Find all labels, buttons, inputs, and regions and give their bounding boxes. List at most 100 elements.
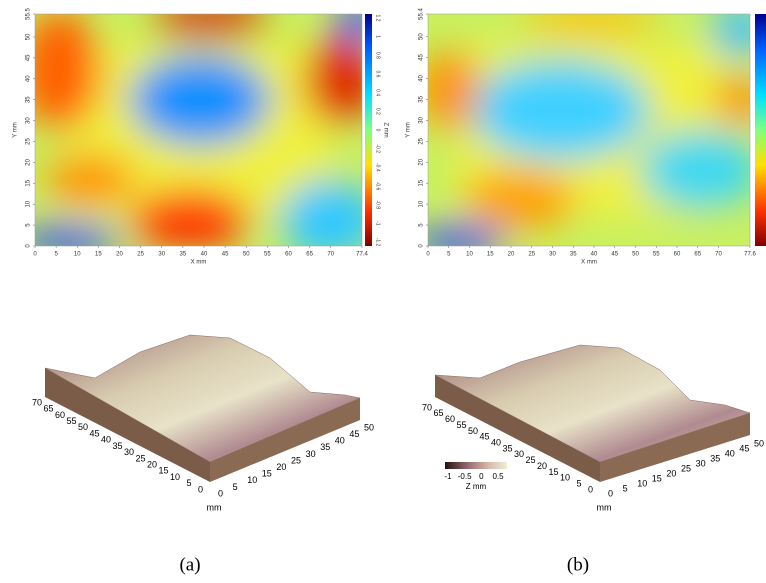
y-tick-label: 15 xyxy=(419,179,425,186)
field-blob xyxy=(130,190,250,246)
surface-side xyxy=(45,368,210,482)
surface-side xyxy=(435,375,600,482)
surface-tick-label: 45 xyxy=(479,432,489,442)
y-tick-label: 25 xyxy=(26,138,32,145)
surface-tick-label: 20 xyxy=(276,462,286,472)
surface-tick-label: 0 xyxy=(608,488,613,498)
y-axis-label: Y mm xyxy=(13,122,19,138)
colorbar-tick-label: 0.2 xyxy=(375,108,381,115)
x-tick-label: 0 xyxy=(426,252,430,258)
x-tick-label: 70 xyxy=(327,252,334,258)
y-tick-label: 55.5 xyxy=(26,8,32,20)
surface-tick-label: 30 xyxy=(124,447,134,457)
surface-top xyxy=(44,334,361,463)
x-tick-label: 60 xyxy=(674,252,681,258)
x-tick-label: 55 xyxy=(264,252,271,258)
surface-tick-label: 30 xyxy=(696,458,706,468)
x-tick-label: 45 xyxy=(222,252,229,258)
surface-side xyxy=(600,413,750,482)
surface-tick-label: 50 xyxy=(468,426,478,436)
field-blob xyxy=(45,155,135,205)
field-blob xyxy=(150,14,270,38)
heatmap xyxy=(428,14,750,246)
surface-tick-label: 0 xyxy=(588,484,593,494)
heatmap-field xyxy=(35,14,362,246)
surface-tick-label: 10 xyxy=(247,475,257,485)
surface-tick-label: 25 xyxy=(291,455,301,465)
x-tick-label: 20 xyxy=(508,252,515,258)
y-tick-label: 0 xyxy=(419,244,425,248)
surface-tick-label: 5 xyxy=(233,482,238,492)
x-tick-label: 25 xyxy=(137,252,144,258)
x-axis-label: X mm xyxy=(191,260,207,266)
surface-tick-label: 15 xyxy=(548,467,558,477)
x-tick-label: 65 xyxy=(306,252,313,258)
x-tick-label: 35 xyxy=(180,252,187,258)
y-tick-label: 10 xyxy=(26,200,32,207)
field-blob xyxy=(428,225,505,246)
surface-tick-label: 0 xyxy=(218,488,223,498)
surface-tick-label: 35 xyxy=(502,443,512,453)
colorbar-tick-label: -0.2 xyxy=(375,144,381,153)
surface-tick-label: 30 xyxy=(514,449,524,459)
field-blob xyxy=(428,50,480,130)
x-tick-label: 77.4 xyxy=(356,252,368,258)
x-tick-label: 50 xyxy=(243,252,250,258)
surface-tick-label: 40 xyxy=(101,435,111,445)
surface-tick-label: 20 xyxy=(147,460,157,470)
colorbar-tick-label: 0.4 xyxy=(375,89,381,96)
y-tick-label: 40 xyxy=(419,74,425,81)
field-blob xyxy=(715,75,750,125)
x-tick-label: 55 xyxy=(653,252,660,258)
surface-tick-label: 35 xyxy=(320,442,330,452)
heatmap-field xyxy=(428,14,750,246)
surface-top xyxy=(434,344,751,463)
surface-tick-label: 70 xyxy=(32,397,42,407)
colorbar xyxy=(755,14,766,246)
colorbar-tick-label: 1 xyxy=(375,35,381,38)
surface-tick-label: 5 xyxy=(623,483,628,493)
colorbar-tick-label: -1.2 xyxy=(375,238,381,247)
colorbar-tick-label: -0.8 xyxy=(375,200,381,209)
y-tick-label: 20 xyxy=(26,158,32,165)
colorbar-tick-label: -1 xyxy=(375,221,381,226)
surface-tick-label: 65 xyxy=(433,408,443,418)
surface-colorbar xyxy=(445,462,507,469)
x-tick-label: 15 xyxy=(487,252,494,258)
surface-tick-label: 45 xyxy=(739,443,749,453)
surface-tick-label: 60 xyxy=(55,410,65,420)
x-tick-label: 15 xyxy=(95,252,102,258)
surface-tick-label: 5 xyxy=(186,478,191,488)
y-tick-label: 5 xyxy=(419,223,425,227)
x-tick-label: 25 xyxy=(528,252,535,258)
x-tick-label: 45 xyxy=(611,252,618,258)
y-tick-label: 10 xyxy=(419,200,425,207)
field-blob xyxy=(520,14,660,35)
surface-tick-label: 40 xyxy=(335,436,345,446)
colorbar-tick-label: -0.6 xyxy=(375,182,381,191)
surface-tick-label: 50 xyxy=(78,422,88,432)
field-blob xyxy=(640,130,750,210)
surface-tick-label: 15 xyxy=(262,469,272,479)
surface-tick-label: 45 xyxy=(89,428,99,438)
y-tick-label: 35 xyxy=(419,95,425,102)
surface-tick-label: 30 xyxy=(306,449,316,459)
colorbar-label: Z mm xyxy=(382,122,388,137)
caption: (b) xyxy=(567,554,589,575)
surface-tick-label: 50 xyxy=(364,422,374,432)
field-blob xyxy=(710,14,750,55)
surface-colorbar-tick: 0.5 xyxy=(492,472,504,481)
x-tick-label: 30 xyxy=(158,252,165,258)
surface-tick-label: 40 xyxy=(725,448,735,458)
colorbar-tick-label: 0.8 xyxy=(375,52,381,59)
surface-tick-label: 5 xyxy=(576,479,581,489)
surface-tick-label: 25 xyxy=(681,463,691,473)
surface-tick-label: 65 xyxy=(43,404,53,414)
field-blob xyxy=(465,170,575,230)
surface-tick-label: 70 xyxy=(422,402,432,412)
x-tick-label: 77.6 xyxy=(744,252,756,258)
field-blob xyxy=(35,225,120,246)
surface-side xyxy=(210,398,360,482)
surface-tick-label: 20 xyxy=(666,468,676,478)
